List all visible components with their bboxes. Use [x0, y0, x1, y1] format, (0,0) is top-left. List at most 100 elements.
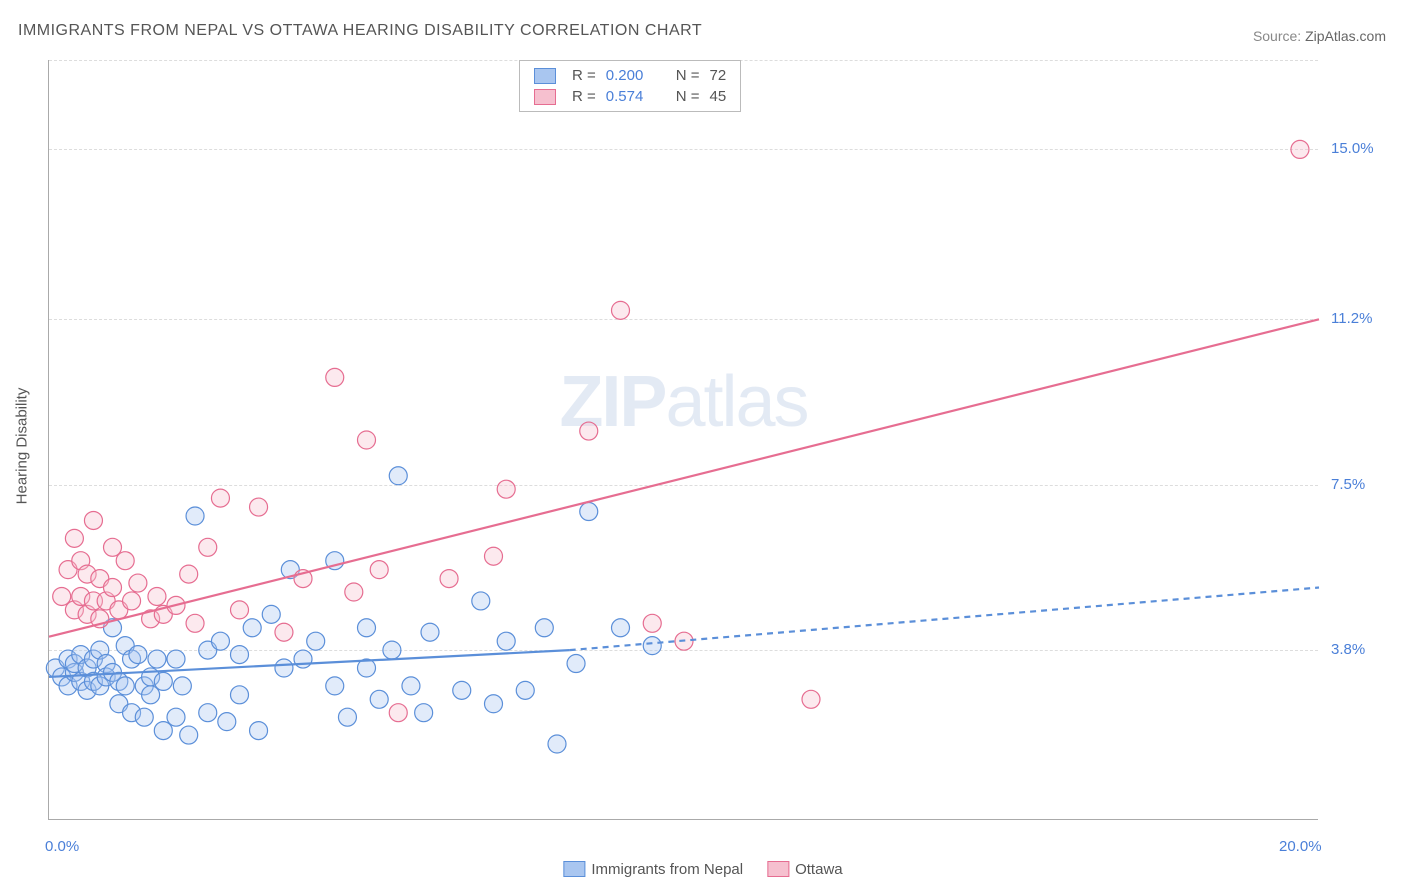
- data-point-ottawa: [250, 498, 268, 516]
- y-axis-label: Hearing Disability: [14, 388, 31, 505]
- data-point-ottawa: [1291, 140, 1309, 158]
- data-point-nepal: [148, 650, 166, 668]
- data-point-nepal: [580, 503, 598, 521]
- data-point-ottawa: [148, 587, 166, 605]
- trend-line-ottawa: [49, 319, 1319, 636]
- data-point-nepal: [186, 507, 204, 525]
- x-tick-label: 20.0%: [1279, 838, 1322, 855]
- r-value-ottawa: 0.574: [606, 88, 656, 105]
- data-point-ottawa: [345, 583, 363, 601]
- data-point-ottawa: [389, 704, 407, 722]
- data-point-nepal: [415, 704, 433, 722]
- stats-swatch-ottawa: [534, 89, 556, 105]
- data-point-ottawa: [802, 690, 820, 708]
- legend-label-nepal: Immigrants from Nepal: [591, 861, 743, 878]
- data-point-ottawa: [104, 579, 122, 597]
- r-label: R =: [572, 67, 596, 84]
- data-point-nepal: [453, 681, 471, 699]
- data-point-ottawa: [580, 422, 598, 440]
- plot-area: ZIPatlas R =0.200N =72R =0.574N =45 3.8%…: [48, 60, 1318, 820]
- data-point-ottawa: [275, 623, 293, 641]
- source-label: Source:: [1253, 28, 1301, 44]
- legend-item-nepal: Immigrants from Nepal: [563, 861, 743, 878]
- data-point-nepal: [612, 619, 630, 637]
- data-point-nepal: [370, 690, 388, 708]
- data-point-nepal: [326, 677, 344, 695]
- stats-swatch-nepal: [534, 68, 556, 84]
- legend-item-ottawa: Ottawa: [767, 861, 843, 878]
- data-point-nepal: [535, 619, 553, 637]
- data-point-nepal: [421, 623, 439, 641]
- data-point-nepal: [567, 655, 585, 673]
- data-point-nepal: [643, 637, 661, 655]
- data-point-nepal: [116, 677, 134, 695]
- data-point-ottawa: [497, 480, 515, 498]
- data-point-nepal: [167, 708, 185, 726]
- series-legend: Immigrants from Nepal Ottawa: [563, 861, 842, 878]
- data-point-nepal: [262, 605, 280, 623]
- data-point-nepal: [383, 641, 401, 659]
- stats-legend-row-nepal: R = 0.200 N = 72: [534, 65, 726, 86]
- source-attribution: Source: ZipAtlas.com: [1253, 28, 1386, 44]
- data-point-nepal: [472, 592, 490, 610]
- data-point-nepal: [243, 619, 261, 637]
- data-point-nepal: [154, 672, 172, 690]
- data-point-ottawa: [116, 552, 134, 570]
- data-point-nepal: [485, 695, 503, 713]
- data-point-nepal: [516, 681, 534, 699]
- data-point-ottawa: [326, 368, 344, 386]
- x-tick-label: 0.0%: [45, 838, 79, 855]
- data-point-ottawa: [370, 561, 388, 579]
- data-point-nepal: [307, 632, 325, 650]
- data-point-nepal: [180, 726, 198, 744]
- chart-container: IMMIGRANTS FROM NEPAL VS OTTAWA HEARING …: [0, 0, 1406, 892]
- plot-svg: [49, 60, 1318, 819]
- n-value-ottawa: 45: [710, 88, 727, 105]
- data-point-nepal: [129, 646, 147, 664]
- n-value-nepal: 72: [710, 67, 727, 84]
- legend-swatch-ottawa: [767, 861, 789, 877]
- stats-legend: R = 0.200 N = 72 R = 0.574 N = 45: [519, 60, 741, 112]
- y-tick-label: 11.2%: [1331, 310, 1372, 327]
- data-point-ottawa: [199, 538, 217, 556]
- data-point-nepal: [231, 686, 249, 704]
- y-tick-label: 7.5%: [1331, 476, 1365, 493]
- y-tick-label: 15.0%: [1331, 140, 1374, 157]
- data-point-ottawa: [643, 614, 661, 632]
- data-point-ottawa: [65, 529, 83, 547]
- n-label: N =: [676, 88, 700, 105]
- data-point-nepal: [199, 704, 217, 722]
- source-value: ZipAtlas.com: [1305, 28, 1386, 44]
- stats-legend-row-ottawa: R = 0.574 N = 45: [534, 86, 726, 107]
- data-point-nepal: [358, 619, 376, 637]
- r-value-nepal: 0.200: [606, 67, 656, 84]
- legend-label-ottawa: Ottawa: [795, 861, 843, 878]
- y-tick-label: 3.8%: [1331, 641, 1365, 658]
- data-point-ottawa: [123, 592, 141, 610]
- data-point-ottawa: [180, 565, 198, 583]
- data-point-nepal: [548, 735, 566, 753]
- data-point-ottawa: [358, 431, 376, 449]
- data-point-nepal: [218, 713, 236, 731]
- data-point-ottawa: [129, 574, 147, 592]
- data-point-ottawa: [186, 614, 204, 632]
- data-point-nepal: [275, 659, 293, 677]
- n-label: N =: [676, 67, 700, 84]
- trend-line-dashed-nepal: [570, 588, 1319, 651]
- data-point-nepal: [250, 722, 268, 740]
- data-point-ottawa: [440, 570, 458, 588]
- data-point-nepal: [135, 708, 153, 726]
- chart-title: IMMIGRANTS FROM NEPAL VS OTTAWA HEARING …: [18, 22, 702, 40]
- data-point-nepal: [497, 632, 515, 650]
- r-label: R =: [572, 88, 596, 105]
- data-point-ottawa: [231, 601, 249, 619]
- data-point-nepal: [173, 677, 191, 695]
- data-point-ottawa: [612, 301, 630, 319]
- data-point-nepal: [211, 632, 229, 650]
- data-point-ottawa: [485, 547, 503, 565]
- legend-swatch-nepal: [563, 861, 585, 877]
- data-point-nepal: [167, 650, 185, 668]
- data-point-nepal: [338, 708, 356, 726]
- data-point-nepal: [294, 650, 312, 668]
- data-point-nepal: [389, 467, 407, 485]
